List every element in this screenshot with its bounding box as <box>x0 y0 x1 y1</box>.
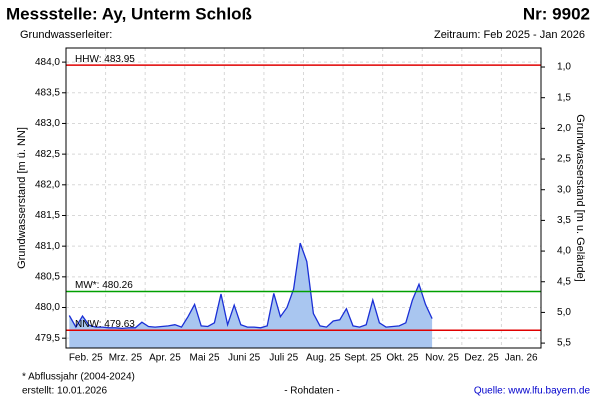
y2-tick-label: 1,5 <box>557 92 571 103</box>
line <box>68 242 433 330</box>
x-tick-label: Nov. 25 <box>425 353 459 364</box>
footnote: * Abflussjahr (2004-2024) <box>22 372 135 383</box>
y2-tick-label: 3,5 <box>557 215 571 226</box>
y-tick-label: 482,5 <box>35 149 60 160</box>
x-tick-label: Feb. 25 <box>69 353 103 364</box>
y-tick-label: 482,0 <box>35 179 60 190</box>
x-tick-label: Aug. 25 <box>306 353 341 364</box>
x-tick-label: Mai 25 <box>190 353 220 364</box>
x-tick-label: Apr. 25 <box>149 353 181 364</box>
y-tick-label: 479,5 <box>35 333 60 344</box>
y-tick-label: 483,5 <box>35 87 60 98</box>
y2-tick-label: 3,0 <box>557 184 571 195</box>
created: erstellt: 10.01.2026 <box>22 386 107 397</box>
source: Quelle: www.lfu.bayern.de <box>474 386 591 397</box>
plot-frame <box>65 47 542 349</box>
period: Zeitraum: Feb 2025 - Jan 2026 <box>434 29 585 41</box>
reference-label: MW*: 480.26 <box>75 280 133 291</box>
y2-tick-label: 4,0 <box>557 246 571 257</box>
x-tick-label: Juli 25 <box>269 353 298 364</box>
y-axis-label: Grundwasserstand [m ü. NN] <box>16 127 28 269</box>
chart-title: Messstelle: Ay, Unterm Schloß <box>6 4 252 23</box>
area <box>69 243 433 348</box>
x-tick-label: Sept. 25 <box>344 353 382 364</box>
y2-tick-label: 5,5 <box>557 338 571 349</box>
data-status: - Rohdaten - <box>284 386 340 397</box>
y-tick-label: 481,0 <box>35 241 60 252</box>
reference-label: NNW: 479.63 <box>75 319 135 330</box>
y2-axis-label: Grundwasserstand [m u. Gelände] <box>574 114 586 282</box>
y2-tick-label: 4,5 <box>557 276 571 287</box>
y2-tick-label: 5,0 <box>557 307 571 318</box>
x-tick-label: Mrz. 25 <box>109 353 143 364</box>
x-tick-label: Jan. 26 <box>505 353 538 364</box>
y-tick-label: 480,5 <box>35 271 60 282</box>
reference-label: HHW: 483.95 <box>75 54 135 65</box>
y2-tick-label: 1,0 <box>557 62 571 73</box>
y2-tick-label: 2,5 <box>557 154 571 165</box>
y2-tick-label: 2,0 <box>557 123 571 134</box>
y-tick-label: 484,0 <box>35 57 60 68</box>
x-tick-label: Dez. 25 <box>464 353 499 364</box>
subtitle: Grundwasserleiter: <box>20 29 112 41</box>
x-tick-label: Okt. 25 <box>386 353 419 364</box>
y-tick-label: 483,0 <box>35 118 60 129</box>
y-tick-label: 480,0 <box>35 302 60 313</box>
y-tick-label: 481,5 <box>35 210 60 221</box>
station-number: Nr: 9902 <box>523 4 590 23</box>
x-tick-label: Juni 25 <box>228 353 261 364</box>
